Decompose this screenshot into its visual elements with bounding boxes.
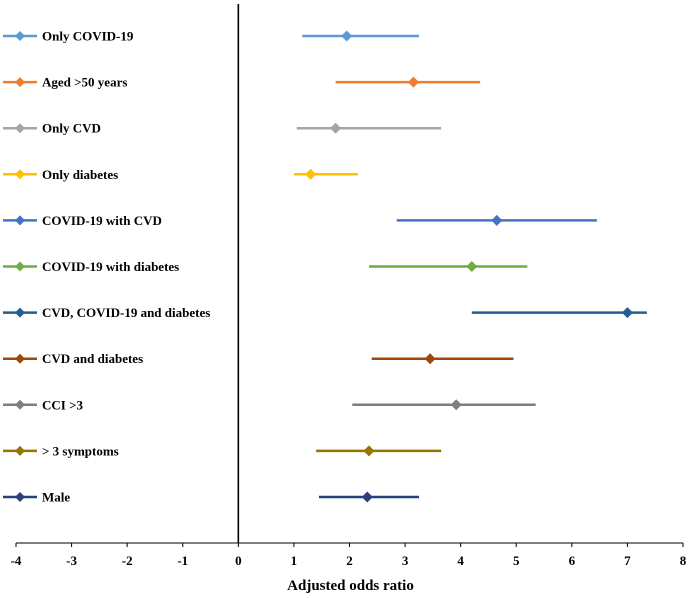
x-tick-label: -2	[122, 553, 133, 568]
legend-marker-aged-50-years	[15, 77, 25, 88]
x-axis-title: Adjusted odds ratio	[287, 578, 414, 594]
x-tick-label: 1	[291, 553, 298, 568]
point-estimate-cvd-and-diabetes	[424, 353, 436, 365]
legend-marker-cvd-and-diabetes	[15, 353, 25, 364]
x-tick-label: 8	[680, 553, 687, 568]
x-tick-label: 0	[235, 553, 242, 568]
x-tick-label: -1	[177, 553, 188, 568]
point-estimate-covid-19-with-diabetes	[466, 261, 478, 272]
legend-label-aged-50-years: Aged >50 years	[42, 75, 127, 90]
legend-label-only-cvd: Only CVD	[42, 121, 101, 136]
legend-label-covid-19-with-diabetes: COVID-19 with diabetes	[42, 259, 179, 274]
legend-marker-3-symptoms	[15, 445, 25, 456]
legend-label-cci-3: CCI >3	[42, 397, 83, 412]
point-estimate-cci-3	[450, 399, 462, 411]
legend-marker-only-cvd	[15, 123, 25, 134]
point-estimate-covid-19-with-cvd	[491, 214, 503, 226]
legend-marker-cvd-covid-19-and-diabetes	[15, 307, 25, 318]
x-tick-label: -4	[11, 553, 22, 568]
legend-marker-covid-19-with-diabetes	[15, 261, 25, 272]
x-tick-label: -3	[66, 553, 77, 568]
plot-area	[237, 4, 647, 543]
legend-label-cvd-and-diabetes: CVD and diabetes	[42, 351, 143, 366]
legend-label-3-symptoms: > 3 symptoms	[42, 443, 119, 458]
legend-label-covid-19-with-cvd: COVID-19 with CVD	[42, 213, 162, 228]
point-estimate-aged-50-years	[407, 76, 419, 88]
x-tick-label: 5	[513, 553, 520, 568]
point-estimate-only-cvd	[330, 122, 342, 134]
legend-label-male: Male	[42, 490, 70, 505]
x-tick-label: 6	[569, 553, 576, 568]
legend-marker-male	[15, 492, 25, 502]
legend-marker-covid-19-with-cvd	[15, 215, 25, 226]
legend-label-only-diabetes: Only diabetes	[42, 167, 118, 182]
legend: Only COVID-19 Aged >50 years Only CVD Only …	[3, 29, 210, 505]
point-estimate-only-covid-19	[341, 30, 353, 42]
legend-marker-cci-3	[15, 399, 25, 410]
point-estimate-male	[361, 491, 373, 503]
x-tick-label: 4	[457, 553, 464, 568]
x-tick-label: 2	[346, 553, 353, 568]
legend-marker-only-covid-19	[15, 31, 25, 41]
x-axis: -4 -3 -2 -1 0 1 2 3 4 5 6 7 8	[11, 542, 687, 568]
point-estimate-cvd-covid-19-and-diabetes	[621, 307, 633, 319]
x-tick-label: 3	[402, 553, 409, 568]
legend-marker-only-diabetes	[15, 169, 25, 180]
legend-label-only-covid-19: Only COVID-19	[42, 29, 134, 44]
point-estimate-only-diabetes	[305, 168, 317, 180]
x-tick-label: 7	[624, 553, 631, 568]
point-estimate-3-symptoms	[363, 445, 375, 457]
legend-label-cvd-covid-19-and-diabetes: CVD, COVID-19 and diabetes	[42, 305, 210, 320]
